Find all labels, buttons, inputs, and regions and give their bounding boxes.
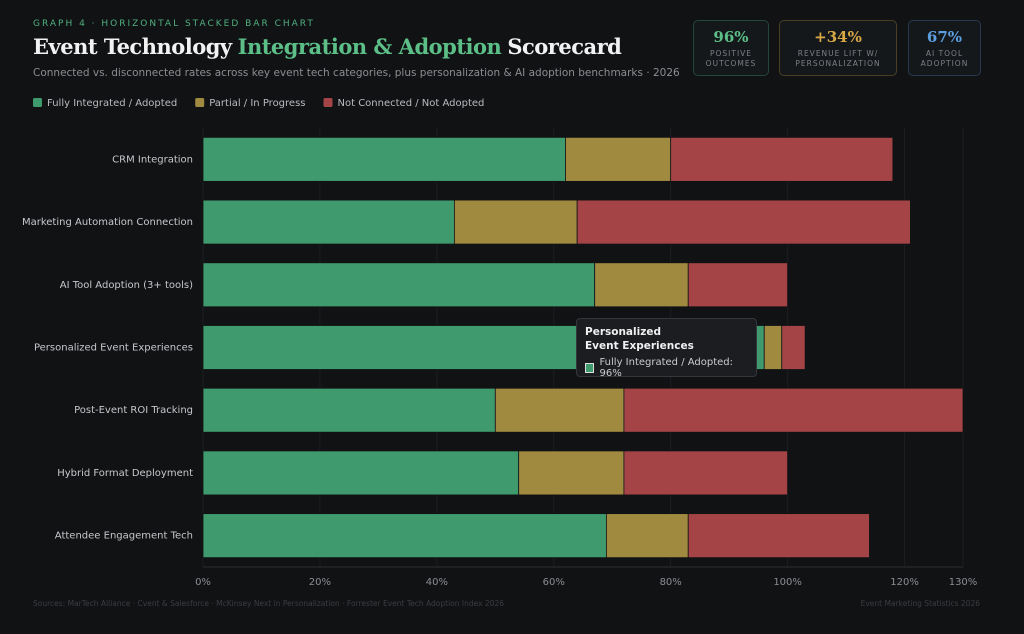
y-tick-label: Marketing Automation Connection: [22, 217, 193, 228]
title-part: Scorecard: [507, 34, 622, 59]
y-tick-label: Attendee Engagement Tech: [55, 531, 193, 542]
kpi-value: +34%: [814, 28, 862, 46]
footer-note: Event Marketing Statistics 2026: [860, 599, 980, 608]
legend-swatch: [323, 98, 333, 107]
bar-segment: [494, 387, 625, 433]
x-tick-label: 100%: [773, 577, 802, 588]
y-tick-label: Hybrid Format Deployment: [57, 468, 193, 479]
bar-segment: [623, 450, 789, 496]
bar-segment: [202, 450, 520, 496]
chart-title: Event Technology Integration & Adoption Sc…: [33, 34, 627, 59]
x-tick-label: 20%: [309, 577, 331, 588]
bar-segment: [687, 262, 789, 308]
legend-label: Not Connected / Not Adopted: [338, 98, 485, 109]
tooltip-text: Fully Integrated / Adopted: 96%: [599, 357, 734, 379]
kpi-label: POSITIVE OUTCOMES: [705, 49, 757, 68]
legend-label: Partial / In Progress: [209, 98, 305, 109]
title-part: Integration & Adoption: [237, 34, 502, 59]
bar-segment: [594, 262, 689, 308]
y-tick-label: Post-Event ROI Tracking: [74, 405, 193, 416]
bar-segment: [202, 262, 596, 308]
bar-segment: [202, 199, 455, 245]
x-tick-label: 60%: [543, 577, 565, 588]
tooltip: Personalized Event Experiences Fully Int…: [576, 318, 757, 379]
x-tick-label: 0%: [195, 577, 211, 588]
x-tick-label: 120%: [890, 577, 919, 588]
title-part: Event Technology: [33, 34, 232, 59]
subtitle: Connected vs. disconnected rates across …: [33, 67, 680, 79]
bar-segment: [763, 325, 783, 370]
bar-segment: [565, 136, 672, 182]
tooltip-title: Personalized Event Experiences: [585, 326, 694, 352]
x-tick-label: 40%: [426, 577, 448, 588]
bar-segment: [453, 199, 578, 245]
bar-segment: [202, 513, 607, 559]
y-tick-label: AI Tool Adoption (3+ tools): [60, 280, 193, 291]
bar-segment: [781, 325, 806, 370]
kpi-label: AI TOOL ADOPTION: [920, 49, 969, 68]
kpi-card: 67% AI TOOL ADOPTION: [908, 20, 981, 76]
bar-segment: [670, 136, 894, 182]
bar-segment: [687, 513, 870, 559]
legend-swatch: [33, 98, 42, 107]
kpi-label: REVENUE LIFT W/ PERSONALIZATION: [795, 49, 881, 68]
legend-swatch: [195, 98, 205, 107]
tooltip-swatch: [585, 363, 595, 373]
bar-segment: [623, 387, 964, 433]
kpi-value: 67%: [926, 28, 963, 46]
y-tick-label: CRM Integration: [112, 154, 193, 165]
footer-sources: Sources: MarTech Alliance · Cvent & Sale…: [33, 599, 504, 608]
eyebrow: GRAPH 4 · HORIZONTAL STACKED BAR CHART: [33, 19, 315, 29]
kpi-value: 96%: [713, 28, 749, 46]
x-tick-label: 80%: [660, 577, 682, 588]
kpi-card: 96% POSITIVE OUTCOMES: [693, 20, 769, 76]
bar-segment: [202, 387, 496, 433]
kpi-card: +34% REVENUE LIFT W/ PERSONALIZATION: [779, 20, 897, 76]
bar-segment: [202, 136, 566, 182]
x-tick-label: 130%: [949, 577, 978, 588]
bar-segment: [605, 513, 689, 559]
bar-segment: [518, 450, 625, 496]
y-tick-label: Personalized Event Experiences: [34, 343, 193, 354]
bar-segment: [576, 199, 911, 245]
tooltip-row: Fully Integrated / Adopted: 96%: [585, 357, 748, 379]
legend-label: Fully Integrated / Adopted: [47, 98, 177, 109]
